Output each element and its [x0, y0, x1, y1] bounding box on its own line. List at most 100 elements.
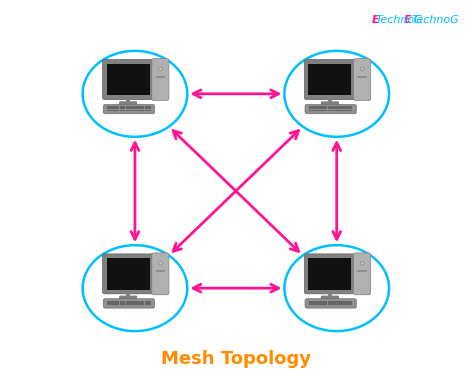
- Text: Mesh Topology: Mesh Topology: [161, 350, 311, 368]
- Bar: [107, 64, 150, 96]
- FancyBboxPatch shape: [152, 58, 169, 100]
- Text: TechnoG: TechnoG: [411, 15, 459, 24]
- Bar: [138, 303, 144, 304]
- Bar: [107, 304, 113, 305]
- Bar: [328, 110, 334, 111]
- Bar: [340, 301, 346, 302]
- Circle shape: [360, 67, 364, 71]
- Bar: [126, 303, 132, 304]
- Bar: [346, 301, 352, 302]
- Bar: [309, 304, 315, 305]
- Circle shape: [158, 261, 162, 265]
- Bar: [309, 301, 315, 302]
- Bar: [309, 303, 315, 304]
- Circle shape: [158, 67, 162, 71]
- Bar: [334, 304, 340, 305]
- FancyBboxPatch shape: [102, 254, 154, 294]
- Bar: [309, 64, 351, 96]
- Bar: [132, 301, 138, 302]
- Bar: [138, 110, 144, 111]
- Bar: [346, 304, 352, 305]
- Bar: [340, 303, 346, 304]
- Bar: [113, 303, 119, 304]
- FancyBboxPatch shape: [103, 299, 155, 308]
- Bar: [334, 110, 340, 111]
- FancyBboxPatch shape: [305, 299, 356, 308]
- Bar: [126, 110, 132, 111]
- Bar: [340, 108, 346, 109]
- FancyBboxPatch shape: [321, 296, 339, 301]
- Bar: [138, 304, 144, 305]
- Circle shape: [360, 261, 364, 265]
- FancyBboxPatch shape: [354, 253, 371, 295]
- Bar: [155, 76, 165, 78]
- Bar: [357, 270, 367, 272]
- FancyBboxPatch shape: [304, 254, 356, 294]
- Bar: [315, 303, 321, 304]
- Bar: [309, 258, 351, 290]
- Bar: [119, 110, 126, 111]
- Bar: [119, 303, 126, 304]
- Bar: [340, 304, 346, 305]
- Bar: [328, 96, 332, 102]
- Text: E: E: [372, 15, 380, 25]
- Bar: [126, 290, 130, 297]
- Bar: [113, 110, 119, 111]
- Bar: [132, 110, 138, 111]
- Bar: [328, 301, 334, 302]
- Bar: [145, 108, 151, 109]
- FancyBboxPatch shape: [119, 296, 137, 301]
- Bar: [132, 303, 138, 304]
- Bar: [328, 290, 332, 297]
- Bar: [321, 301, 327, 302]
- Bar: [132, 108, 138, 109]
- Bar: [328, 303, 334, 304]
- Bar: [119, 301, 126, 302]
- Bar: [334, 301, 340, 302]
- Bar: [328, 304, 334, 305]
- Bar: [138, 301, 144, 302]
- Bar: [328, 108, 334, 109]
- Bar: [340, 110, 346, 111]
- Bar: [309, 110, 315, 111]
- Bar: [107, 110, 113, 111]
- Bar: [315, 110, 321, 111]
- Bar: [309, 108, 315, 109]
- Bar: [334, 303, 340, 304]
- Text: TechnoG: TechnoG: [376, 15, 424, 25]
- FancyBboxPatch shape: [102, 60, 154, 100]
- Bar: [145, 303, 151, 304]
- Bar: [321, 303, 327, 304]
- FancyBboxPatch shape: [103, 104, 155, 114]
- Bar: [107, 258, 150, 290]
- FancyBboxPatch shape: [119, 101, 137, 107]
- Bar: [346, 108, 352, 109]
- Bar: [321, 108, 327, 109]
- Bar: [346, 110, 352, 111]
- Bar: [126, 304, 132, 305]
- Bar: [113, 301, 119, 302]
- Bar: [107, 108, 113, 109]
- FancyBboxPatch shape: [354, 58, 371, 100]
- Bar: [321, 110, 327, 111]
- FancyBboxPatch shape: [152, 253, 169, 295]
- Bar: [321, 304, 327, 305]
- Bar: [126, 301, 132, 302]
- Bar: [334, 108, 340, 109]
- Bar: [126, 96, 130, 102]
- Bar: [119, 304, 126, 305]
- Bar: [357, 76, 367, 78]
- Bar: [113, 304, 119, 305]
- Bar: [132, 304, 138, 305]
- FancyBboxPatch shape: [305, 104, 356, 114]
- FancyBboxPatch shape: [304, 60, 356, 100]
- Bar: [346, 303, 352, 304]
- Bar: [138, 108, 144, 109]
- Bar: [145, 110, 151, 111]
- Bar: [119, 108, 126, 109]
- Bar: [107, 303, 113, 304]
- Bar: [145, 301, 151, 302]
- FancyBboxPatch shape: [321, 101, 339, 107]
- Bar: [113, 108, 119, 109]
- Bar: [145, 304, 151, 305]
